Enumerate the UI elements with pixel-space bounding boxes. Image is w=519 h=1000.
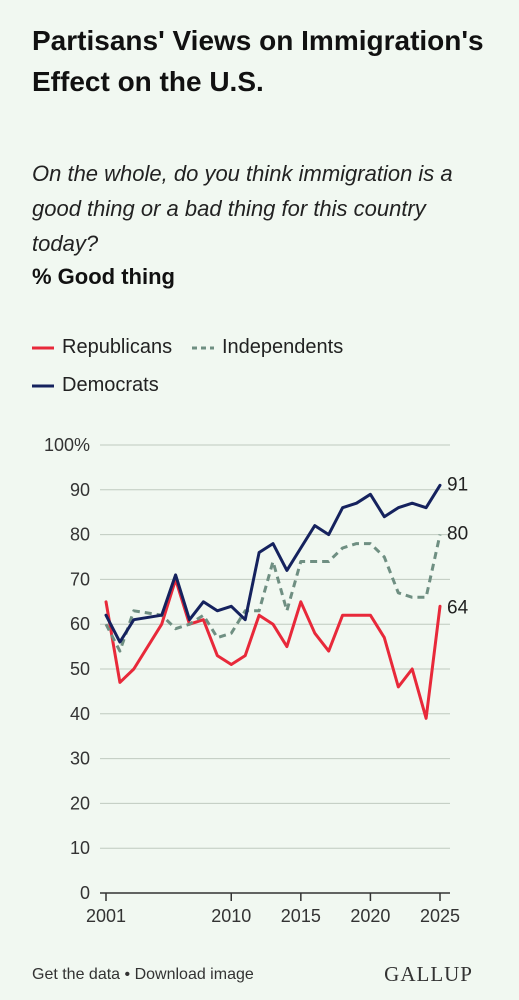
democrats-end-label: 91 — [447, 474, 468, 495]
legend-swatch-independents — [192, 346, 214, 349]
y-tick-label: 30 — [70, 749, 90, 769]
y-tick-label: 20 — [70, 793, 90, 813]
y-tick-label: 90 — [70, 480, 90, 500]
republicans-line — [104, 577, 442, 720]
y-tick-label: 10 — [70, 838, 90, 858]
y-tick-label: 60 — [70, 614, 90, 634]
democrats-line — [104, 483, 442, 644]
footer-separator: • — [124, 966, 131, 983]
footer: Get the data • Download image — [32, 966, 254, 984]
independents-end-label: 80 — [447, 524, 468, 545]
gallup-logo: GALLUP — [384, 962, 473, 986]
legend-item-independents: Independents — [192, 336, 343, 359]
legend-label-democrats: Democrats — [62, 374, 159, 396]
legend-item-democrats: Democrats — [32, 374, 159, 397]
download-image-link[interactable]: Download image — [134, 966, 254, 983]
legend-swatch-republicans — [32, 346, 54, 349]
x-tick-label: 2001 — [86, 906, 126, 926]
chart-title: Partisans' Views on Immigration's Effect… — [32, 25, 484, 97]
chart-subtitle: On the whole, do you think immigration i… — [32, 161, 453, 256]
measure-label: % Good thing — [32, 264, 175, 289]
y-tick-label: 0 — [80, 883, 90, 903]
x-tick-label: 2010 — [211, 906, 251, 926]
y-tick-label: 50 — [70, 659, 90, 679]
x-tick-label: 2020 — [350, 906, 390, 926]
get-data-link[interactable]: Get the data — [32, 966, 121, 983]
legend-label-republicans: Republicans — [62, 336, 173, 358]
legend-swatch-democrats — [32, 384, 54, 387]
line-chart: 0 10 20 30 40 50 60 70 80 90 100% 2001 2010 2015 2020 2… — [44, 435, 469, 926]
y-tick-label: 40 — [70, 704, 90, 724]
y-tick-label: 100% — [44, 435, 90, 455]
y-tick-label: 80 — [70, 525, 90, 545]
x-tick-label: 2025 — [420, 906, 460, 926]
republicans-end-label: 64 — [447, 597, 469, 618]
x-tick-label: 2015 — [281, 906, 321, 926]
legend-label-independents: Independents — [222, 336, 344, 358]
legend-item-republicans: Republicans — [32, 336, 172, 359]
y-tick-label: 70 — [70, 569, 90, 589]
